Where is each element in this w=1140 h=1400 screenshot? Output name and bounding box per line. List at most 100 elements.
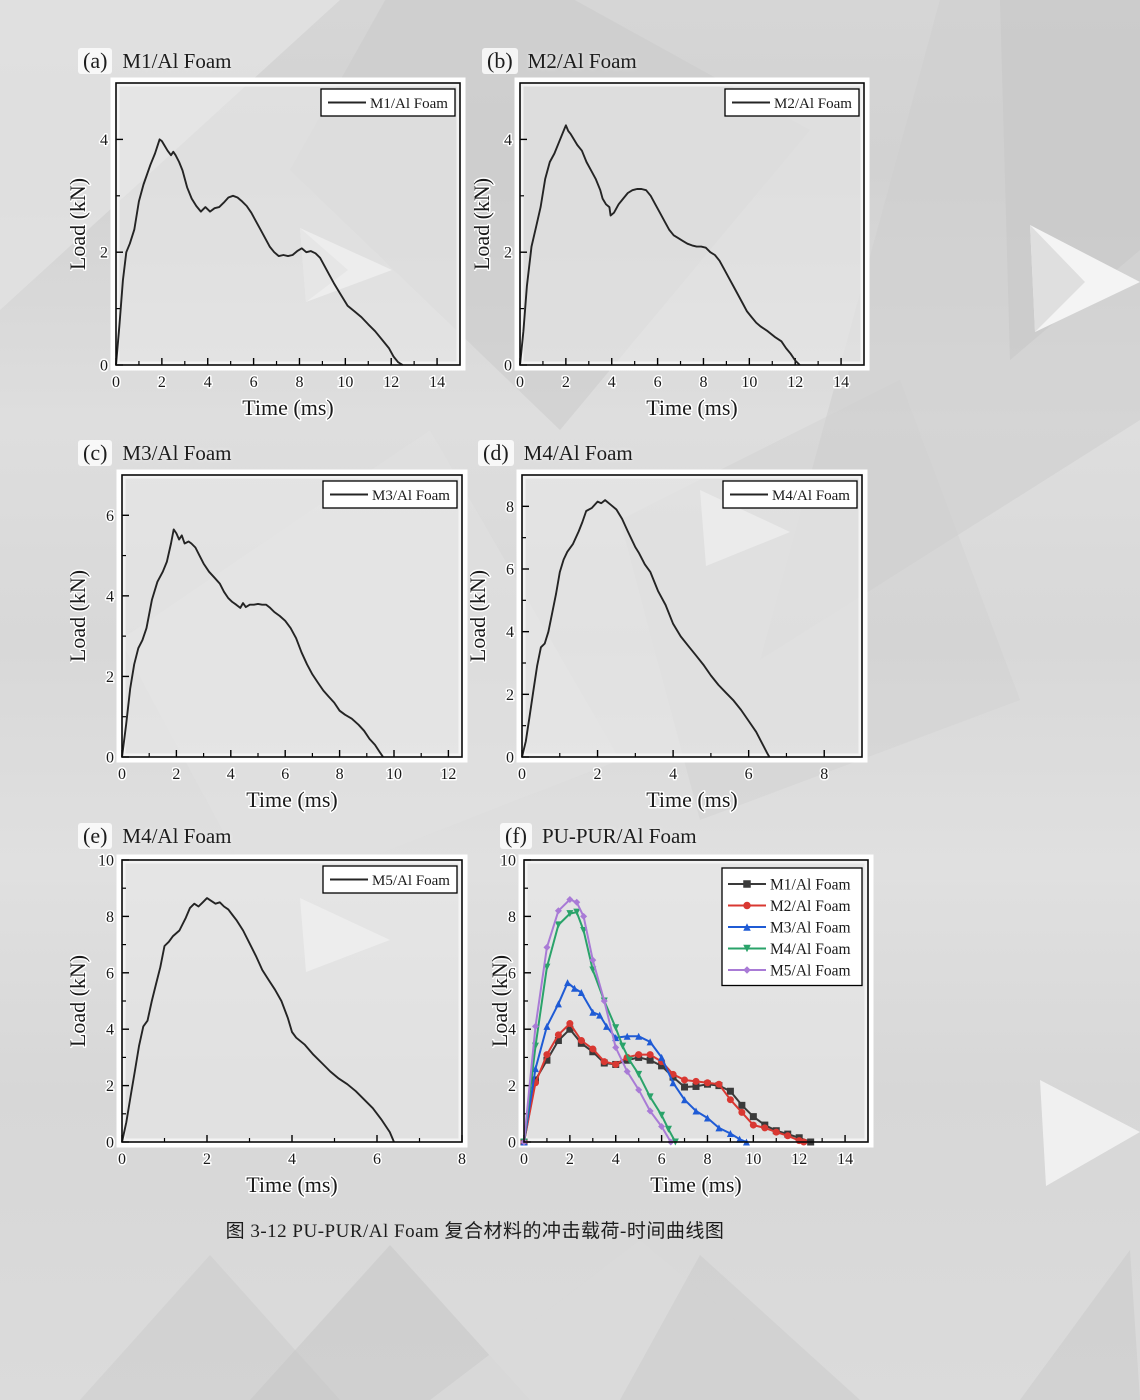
svg-text:2: 2: [106, 1078, 114, 1095]
svg-text:Time (ms): Time (ms): [646, 787, 737, 812]
chart-e-title-text: M4/Al Foam: [122, 823, 232, 848]
chart-f-plot: 0 2 4 6 8 10 12 14 0 2 4 6 8 10 Time (ms) Load (kN) M1/A…: [492, 852, 892, 1204]
svg-text:10: 10: [500, 853, 516, 870]
svg-text:6: 6: [506, 562, 514, 579]
svg-text:4: 4: [288, 1151, 296, 1168]
svg-text:Time (ms): Time (ms): [242, 395, 333, 420]
svg-text:0: 0: [106, 1135, 114, 1152]
svg-text:8: 8: [336, 766, 344, 783]
chart-e-panel-label: (e): [78, 823, 113, 849]
svg-text:8: 8: [508, 909, 516, 926]
chart-f-panel-label: (f): [500, 823, 532, 849]
svg-text:8: 8: [106, 909, 114, 926]
chart-a-panel-label: (a): [78, 48, 113, 74]
svg-text:4: 4: [612, 1151, 620, 1168]
svg-text:2: 2: [106, 669, 114, 686]
svg-text:2: 2: [100, 245, 108, 262]
svg-text:0: 0: [118, 766, 126, 783]
svg-text:12: 12: [383, 374, 399, 391]
svg-text:8: 8: [458, 1151, 466, 1168]
svg-text:4: 4: [608, 374, 616, 391]
svg-text:0: 0: [118, 1151, 126, 1168]
svg-text:0: 0: [506, 750, 514, 767]
svg-text:M4/Al Foam: M4/Al Foam: [770, 941, 851, 958]
chart-d-title-text: M4/Al Foam: [523, 440, 633, 465]
svg-text:10: 10: [745, 1151, 761, 1168]
svg-text:6: 6: [250, 374, 258, 391]
svg-text:4: 4: [204, 374, 212, 391]
chart-c-panel-label: (c): [78, 440, 113, 466]
svg-text:4: 4: [506, 624, 514, 641]
svg-text:8: 8: [699, 374, 707, 391]
svg-text:6: 6: [745, 766, 753, 783]
svg-text:8: 8: [703, 1151, 711, 1168]
svg-text:8: 8: [820, 766, 828, 783]
chart-b-title-text: M2/Al Foam: [527, 48, 637, 73]
svg-text:M2/Al Foam: M2/Al Foam: [770, 898, 851, 915]
svg-text:M5/Al Foam: M5/Al Foam: [372, 873, 450, 889]
svg-text:14: 14: [837, 1151, 853, 1168]
svg-text:6: 6: [508, 965, 516, 982]
svg-text:0: 0: [520, 1151, 528, 1168]
svg-text:10: 10: [337, 374, 353, 391]
svg-text:Time (ms): Time (ms): [646, 395, 737, 420]
svg-text:Load (kN): Load (kN): [470, 570, 490, 662]
chart-c-plot: 0 2 4 6 8 10 12 0 2 4 6 Time (ms) Load (kN) M3/Al Foa…: [70, 469, 470, 817]
chart-c-title-text: M3/Al Foam: [122, 440, 232, 465]
chart-panel-a: (a) M1/Al Foam 0 2 4 6 8 10 12 14 0 2 4 Time (ms) Lo…: [70, 45, 470, 423]
svg-text:4: 4: [100, 132, 108, 149]
chart-e-plot: 0 2 4 6 8 0 2 4 6 8 10 Time (ms) Load (kN) M5/Al Foam: [70, 852, 470, 1204]
svg-text:0: 0: [106, 750, 114, 767]
svg-text:2: 2: [504, 245, 512, 262]
svg-text:12: 12: [791, 1151, 807, 1168]
svg-text:Time (ms): Time (ms): [650, 1172, 741, 1197]
svg-text:Load (kN): Load (kN): [474, 178, 494, 270]
chart-d-title: (d) M4/Al Foam: [470, 437, 870, 469]
svg-text:10: 10: [386, 766, 402, 783]
svg-text:Time (ms): Time (ms): [246, 1172, 337, 1197]
chart-a-title-text: M1/Al Foam: [122, 48, 232, 73]
svg-text:4: 4: [669, 766, 677, 783]
chart-b-plot: 0 2 4 6 8 10 12 14 0 2 4 Time (ms) Load (kN) M2/Al Fo…: [474, 77, 874, 423]
chart-panel-f: (f) PU-PUR/Al Foam 0 2 4 6 8 10 12 14 0 2 4 6 8 10 Tim…: [492, 820, 892, 1204]
svg-text:Load (kN): Load (kN): [70, 570, 90, 662]
svg-text:2: 2: [508, 1078, 516, 1095]
svg-text:14: 14: [833, 374, 849, 391]
chart-panel-b: (b) M2/Al Foam 0 2 4 6 8 10 12 14 0 2 4 Time (ms) Lo…: [474, 45, 874, 423]
svg-text:M3/Al Foam: M3/Al Foam: [770, 920, 851, 937]
chart-b-panel-label: (b): [482, 48, 518, 74]
svg-text:0: 0: [112, 374, 120, 391]
svg-text:4: 4: [504, 132, 512, 149]
svg-text:M2/Al Foam: M2/Al Foam: [774, 96, 852, 112]
svg-text:6: 6: [106, 508, 114, 525]
svg-text:4: 4: [227, 766, 235, 783]
chart-panel-d: (d) M4/Al Foam 0 2 4 6 8 0 2 4 6 8 Time (ms) Load (…: [470, 437, 870, 817]
svg-text:6: 6: [373, 1151, 381, 1168]
chart-panel-c: (c) M3/Al Foam 0 2 4 6 8 10 12 0 2 4 6 Time (ms) Loa…: [70, 437, 470, 817]
svg-text:6: 6: [106, 965, 114, 982]
svg-text:4: 4: [508, 1022, 516, 1039]
chart-d-panel-label: (d): [478, 440, 514, 466]
svg-text:Load (kN): Load (kN): [70, 178, 90, 270]
svg-text:0: 0: [100, 358, 108, 375]
svg-text:2: 2: [566, 1151, 574, 1168]
svg-text:2: 2: [203, 1151, 211, 1168]
chart-f-title-text: PU-PUR/Al Foam: [541, 823, 697, 848]
chart-b-title: (b) M2/Al Foam: [474, 45, 874, 77]
svg-text:6: 6: [658, 1151, 666, 1168]
figure-caption: 图 3-12 PU-PUR/Al Foam 复合材料的冲击载荷-时间曲线图: [225, 1221, 725, 1242]
chart-panel-e: (e) M4/Al Foam 0 2 4 6 8 0 2 4 6 8 10 Time (ms) Load…: [70, 820, 470, 1204]
chart-f-title: (f) PU-PUR/Al Foam: [492, 820, 892, 852]
svg-text:4: 4: [106, 588, 114, 605]
svg-text:0: 0: [518, 766, 526, 783]
svg-text:Load (kN): Load (kN): [70, 955, 90, 1047]
chart-e-title: (e) M4/Al Foam: [70, 820, 470, 852]
svg-text:10: 10: [741, 374, 757, 391]
svg-text:M4/Al Foam: M4/Al Foam: [772, 488, 850, 504]
svg-text:12: 12: [440, 766, 456, 783]
svg-text:10: 10: [98, 853, 114, 870]
svg-text:2: 2: [158, 374, 166, 391]
svg-text:14: 14: [429, 374, 445, 391]
svg-text:0: 0: [508, 1135, 516, 1152]
